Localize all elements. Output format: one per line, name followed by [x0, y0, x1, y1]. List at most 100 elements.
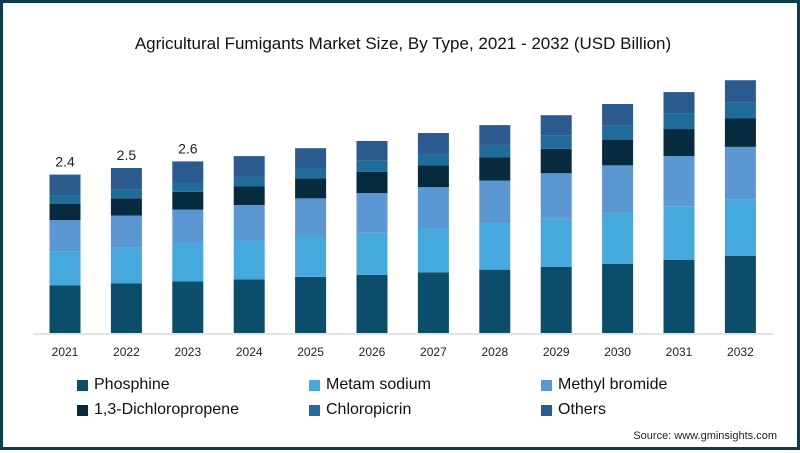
data-label-2022: 2.5 — [117, 147, 137, 163]
legend: Phosphine Metam sodium Methyl bromide 1,… — [77, 376, 757, 419]
bar-segment-others-2028 — [479, 125, 511, 145]
x-tick-label-2025: 2025 — [297, 345, 324, 359]
legend-swatch — [541, 404, 552, 416]
bar-segment-phosphine-2032 — [724, 255, 756, 333]
legend-label: 1,3-Dichloropropene — [94, 401, 239, 418]
bar-segment-chloropicrin-2026 — [356, 160, 388, 172]
bar-segment-1-3-dichloropropene-2030 — [602, 139, 634, 166]
bar-segment-metam-sodium-2026 — [356, 232, 388, 275]
bar-segment-phosphine-2022 — [110, 283, 142, 333]
legend-swatch — [309, 379, 320, 391]
bar-segment-phosphine-2021 — [49, 285, 81, 333]
bar-segment-others-2025 — [295, 148, 327, 168]
legend-swatch — [309, 404, 320, 416]
stacked-bar-chart: 2021 2.4 2022 2.5 2023 2.6 2024 2025 2026 2027 202… — [33, 80, 773, 359]
bar-segment-others-2026 — [356, 140, 388, 161]
bar-segment-metam-sodium-2021 — [49, 251, 81, 286]
bar-segment-1-3-dichloropropene-2025 — [295, 178, 327, 199]
bar-segment-methyl-bromide-2024 — [233, 204, 265, 241]
bar-segment-phosphine-2031 — [663, 259, 695, 333]
bar-segment-metam-sodium-2022 — [110, 247, 142, 284]
bar-segment-phosphine-2024 — [233, 279, 265, 333]
bar-segment-1-3-dichloropropene-2032 — [724, 118, 756, 147]
bar-segment-1-3-dichloropropene-2024 — [233, 186, 265, 205]
bar-segment-methyl-bromide-2031 — [663, 156, 695, 207]
bar-segment-metam-sodium-2024 — [233, 240, 265, 280]
bar-segment-methyl-bromide-2029 — [540, 173, 572, 219]
legend-swatch — [541, 379, 552, 391]
bar-segment-methyl-bromide-2030 — [602, 165, 634, 213]
legend-label: Others — [558, 401, 607, 418]
bar-segment-phosphine-2029 — [540, 267, 572, 333]
x-tick-label-2022: 2022 — [113, 345, 140, 359]
bar-segment-1-3-dichloropropene-2023 — [172, 191, 204, 210]
bar-segment-methyl-bromide-2027 — [417, 187, 449, 229]
x-tick-label-2023: 2023 — [174, 345, 201, 359]
bar-segment-metam-sodium-2032 — [724, 199, 756, 256]
bar-segment-phosphine-2027 — [417, 272, 449, 333]
x-tick-label-2032: 2032 — [727, 345, 754, 359]
bar-segment-phosphine-2025 — [295, 276, 327, 333]
bar-segment-chloropicrin-2028 — [479, 144, 511, 158]
bar-segment-others-2022 — [110, 168, 142, 190]
x-tick-label-2026: 2026 — [359, 345, 386, 359]
bar-segment-chloropicrin-2024 — [233, 176, 265, 187]
x-tick-label-2028: 2028 — [481, 345, 508, 359]
x-tick-label-2030: 2030 — [604, 345, 631, 359]
bar-segment-others-2023 — [172, 161, 204, 183]
x-tick-label-2031: 2031 — [666, 345, 693, 359]
bar-segment-chloropicrin-2030 — [602, 125, 634, 140]
bar-segment-others-2024 — [233, 156, 265, 177]
legend-swatch — [77, 379, 88, 391]
bar-segment-1-3-dichloropropene-2031 — [663, 129, 695, 157]
x-tick-label-2021: 2021 — [52, 345, 79, 359]
bar-segment-chloropicrin-2031 — [663, 113, 695, 130]
bar-segment-1-3-dichloropropene-2022 — [110, 198, 142, 216]
legend-swatch — [77, 404, 88, 416]
bar-segment-1-3-dichloropropene-2028 — [479, 157, 511, 181]
bar-segment-methyl-bromide-2025 — [295, 198, 327, 236]
legend-item-metam-sodium: Metam sodium — [309, 376, 541, 394]
legend-label: Methyl bromide — [558, 376, 668, 393]
legend-item-methyl-bromide: Methyl bromide — [541, 376, 757, 394]
bar-segment-chloropicrin-2023 — [172, 182, 204, 192]
bar-segment-chloropicrin-2022 — [110, 189, 142, 199]
bar-segment-others-2027 — [417, 133, 449, 154]
bar-segment-metam-sodium-2027 — [417, 228, 449, 273]
data-label-2023: 2.6 — [178, 140, 198, 156]
legend-item-phosphine: Phosphine — [77, 376, 309, 394]
bar-segment-chloropicrin-2021 — [49, 195, 81, 204]
bar-segment-chloropicrin-2027 — [417, 153, 449, 166]
bar-segment-methyl-bromide-2026 — [356, 193, 388, 233]
legend-label: Phosphine — [94, 376, 170, 393]
bar-segment-phosphine-2026 — [356, 274, 388, 333]
bar-segment-metam-sodium-2030 — [602, 212, 634, 264]
bar-segment-chloropicrin-2029 — [540, 135, 572, 149]
bar-segment-chloropicrin-2025 — [295, 168, 327, 179]
bar-segment-phosphine-2030 — [602, 263, 634, 333]
legend-label: Chloropicrin — [326, 401, 412, 418]
bar-segment-metam-sodium-2029 — [540, 218, 572, 267]
legend-label: Metam sodium — [326, 376, 431, 393]
x-tick-label-2027: 2027 — [420, 345, 447, 359]
bar-segment-others-2032 — [724, 80, 756, 103]
bar-segment-methyl-bromide-2021 — [49, 220, 81, 252]
bar-segment-1-3-dichloropropene-2026 — [356, 171, 388, 194]
bar-segment-methyl-bromide-2028 — [479, 180, 511, 224]
bar-segment-phosphine-2028 — [479, 269, 511, 333]
bar-segment-1-3-dichloropropene-2029 — [540, 148, 572, 174]
bar-segment-metam-sodium-2028 — [479, 223, 511, 270]
x-tick-label-2024: 2024 — [236, 345, 263, 359]
bar-segment-1-3-dichloropropene-2027 — [417, 165, 449, 188]
bar-segment-methyl-bromide-2022 — [110, 215, 142, 248]
bar-segment-methyl-bromide-2023 — [172, 209, 204, 244]
bar-segment-others-2029 — [540, 115, 572, 136]
bar-segment-others-2031 — [663, 92, 695, 114]
bar-segment-chloropicrin-2032 — [724, 102, 756, 119]
bar-segment-metam-sodium-2025 — [295, 235, 327, 277]
bar-segment-methyl-bromide-2032 — [724, 146, 756, 200]
data-label-2021: 2.4 — [55, 154, 75, 170]
bar-segment-metam-sodium-2023 — [172, 243, 204, 282]
bar-segment-phosphine-2023 — [172, 281, 204, 333]
